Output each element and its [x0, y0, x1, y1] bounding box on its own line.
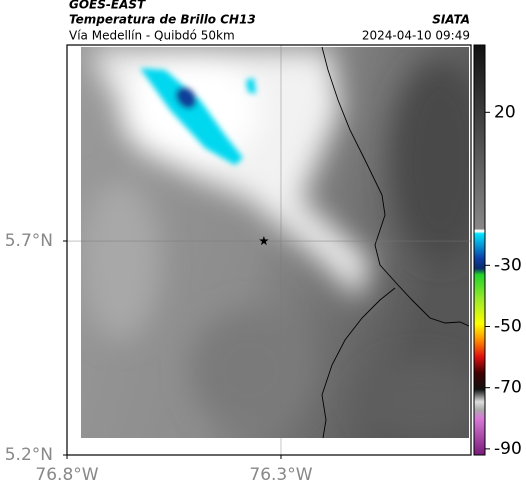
org: SIATA: [432, 13, 470, 27]
colorbar: [473, 44, 486, 456]
colorbar-tick-label: -30: [494, 255, 522, 275]
colorbar-tick-label: -90: [494, 439, 522, 459]
lon-tick-label: 76.8°W: [35, 465, 98, 485]
timestamp: 2024-04-10 09:49: [362, 29, 470, 43]
map-frame: [66, 44, 472, 456]
lat-tick-label: 5.2°N: [5, 445, 53, 465]
colorbar-tick-label: -70: [494, 378, 522, 398]
lat-tick-label: 5.7°N: [5, 231, 53, 251]
product: Temperatura de Brillo CH13: [69, 13, 256, 27]
satellite-image: [81, 47, 469, 438]
colorbar-tick-label: -50: [494, 316, 522, 336]
colorbar-tick-label: 20: [494, 102, 516, 122]
region: Vía Medellín - Quibdó 50km: [69, 29, 235, 43]
source: GOES-EAST: [69, 0, 146, 12]
lon-tick-label: 76.3°W: [249, 465, 312, 485]
location-marker: [259, 236, 269, 246]
